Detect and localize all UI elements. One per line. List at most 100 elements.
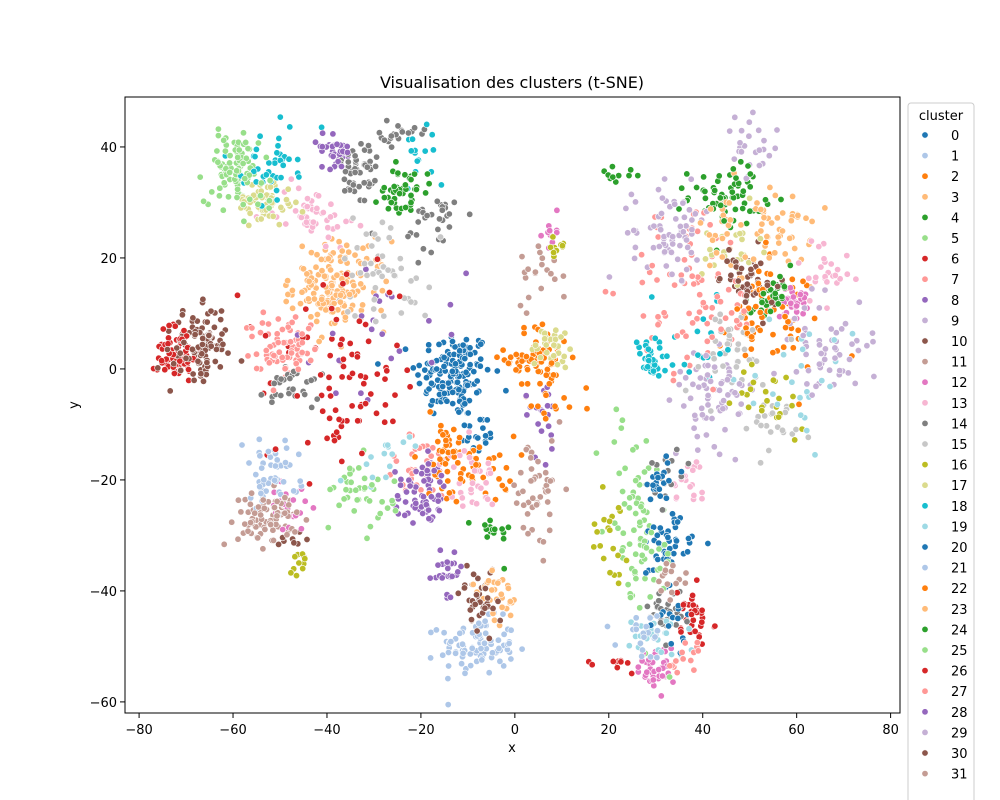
point-cluster-0 xyxy=(482,439,490,447)
point-cluster-3 xyxy=(779,209,787,217)
point-cluster-9 xyxy=(832,329,840,337)
point-cluster-23 xyxy=(737,221,745,229)
point-cluster-24 xyxy=(732,174,740,182)
point-cluster-15 xyxy=(710,355,718,363)
point-cluster-23 xyxy=(333,271,341,279)
legend-label: 15 xyxy=(951,438,968,453)
point-cluster-3 xyxy=(282,297,290,305)
point-cluster-6 xyxy=(185,365,193,373)
y-tick-label: 20 xyxy=(100,252,117,267)
point-cluster-13 xyxy=(342,217,350,225)
point-cluster-12 xyxy=(787,299,795,307)
point-cluster-28 xyxy=(391,468,399,476)
point-cluster-11 xyxy=(548,437,556,445)
point-cluster-2 xyxy=(524,366,532,374)
point-cluster-13 xyxy=(309,218,317,226)
point-cluster-12 xyxy=(537,232,545,240)
point-cluster-29 xyxy=(821,355,829,363)
point-cluster-23 xyxy=(346,290,354,298)
point-cluster-29 xyxy=(691,210,699,218)
point-cluster-23 xyxy=(750,255,758,263)
point-cluster-0 xyxy=(427,379,435,387)
point-cluster-13 xyxy=(322,242,330,250)
point-cluster-26 xyxy=(698,606,706,614)
point-cluster-29 xyxy=(683,265,691,273)
point-cluster-29 xyxy=(679,199,687,207)
point-cluster-30 xyxy=(182,354,190,362)
point-cluster-14 xyxy=(655,597,663,605)
point-cluster-1 xyxy=(427,654,435,662)
point-cluster-24 xyxy=(720,217,728,225)
legend-items: 0123456789101112131415161718192021222324… xyxy=(921,129,968,783)
point-cluster-26 xyxy=(691,627,699,635)
legend-marker xyxy=(921,770,929,778)
legend-label: 18 xyxy=(951,500,968,515)
point-cluster-19 xyxy=(368,473,376,481)
point-cluster-6 xyxy=(161,366,169,374)
point-cluster-9 xyxy=(688,226,696,234)
point-cluster-17 xyxy=(756,235,764,243)
point-cluster-26 xyxy=(362,400,370,408)
point-cluster-14 xyxy=(361,146,369,154)
point-cluster-14 xyxy=(658,506,666,514)
legend-marker xyxy=(921,440,929,448)
point-cluster-14 xyxy=(387,132,395,140)
point-cluster-30 xyxy=(207,342,215,350)
point-cluster-30 xyxy=(725,246,733,254)
legend-marker xyxy=(921,337,929,345)
point-cluster-30 xyxy=(197,370,205,378)
point-cluster-12 xyxy=(553,206,561,214)
point-cluster-19 xyxy=(657,648,665,656)
point-cluster-31 xyxy=(234,496,242,504)
point-cluster-0 xyxy=(449,388,457,396)
point-cluster-10 xyxy=(199,295,207,303)
point-cluster-29 xyxy=(671,200,679,208)
point-cluster-9 xyxy=(694,446,702,454)
point-cluster-29 xyxy=(845,355,853,363)
point-cluster-27 xyxy=(307,356,315,364)
point-cluster-5 xyxy=(235,146,243,154)
point-cluster-14 xyxy=(404,233,412,241)
point-cluster-6 xyxy=(617,658,625,666)
point-cluster-16 xyxy=(606,569,614,577)
point-cluster-15 xyxy=(765,446,773,454)
point-cluster-9 xyxy=(738,127,746,135)
point-cluster-28 xyxy=(423,467,431,475)
point-cluster-23 xyxy=(741,253,749,261)
point-cluster-16 xyxy=(549,233,557,241)
point-cluster-0 xyxy=(462,368,470,376)
point-cluster-30 xyxy=(166,387,174,395)
legend-label: 22 xyxy=(951,582,968,597)
point-cluster-29 xyxy=(851,379,859,387)
point-cluster-16 xyxy=(590,520,598,528)
point-cluster-31 xyxy=(682,569,690,577)
point-cluster-26 xyxy=(360,380,368,388)
point-cluster-3 xyxy=(808,217,816,225)
point-cluster-22 xyxy=(582,384,590,392)
point-cluster-21 xyxy=(642,623,650,631)
point-cluster-30 xyxy=(473,627,481,635)
point-cluster-1 xyxy=(507,655,515,663)
point-cluster-8 xyxy=(318,163,326,171)
point-cluster-17 xyxy=(701,255,709,263)
point-cluster-21 xyxy=(290,487,298,495)
point-cluster-11 xyxy=(534,242,542,250)
point-cluster-2 xyxy=(468,473,476,481)
point-cluster-19 xyxy=(788,378,796,386)
point-cluster-22 xyxy=(542,391,550,399)
point-cluster-14 xyxy=(286,374,294,382)
point-cluster-16 xyxy=(295,559,303,567)
point-cluster-16 xyxy=(763,397,771,405)
point-cluster-25 xyxy=(626,593,634,601)
point-cluster-11 xyxy=(516,302,524,310)
point-cluster-6 xyxy=(330,437,338,445)
point-cluster-19 xyxy=(797,411,805,419)
point-cluster-14 xyxy=(373,153,381,161)
point-cluster-13 xyxy=(692,458,700,466)
point-cluster-5 xyxy=(626,494,634,502)
point-cluster-0 xyxy=(449,400,457,408)
point-cluster-4 xyxy=(380,194,388,202)
point-cluster-3 xyxy=(771,191,779,199)
point-cluster-0 xyxy=(473,389,481,397)
point-cluster-30 xyxy=(198,340,206,348)
